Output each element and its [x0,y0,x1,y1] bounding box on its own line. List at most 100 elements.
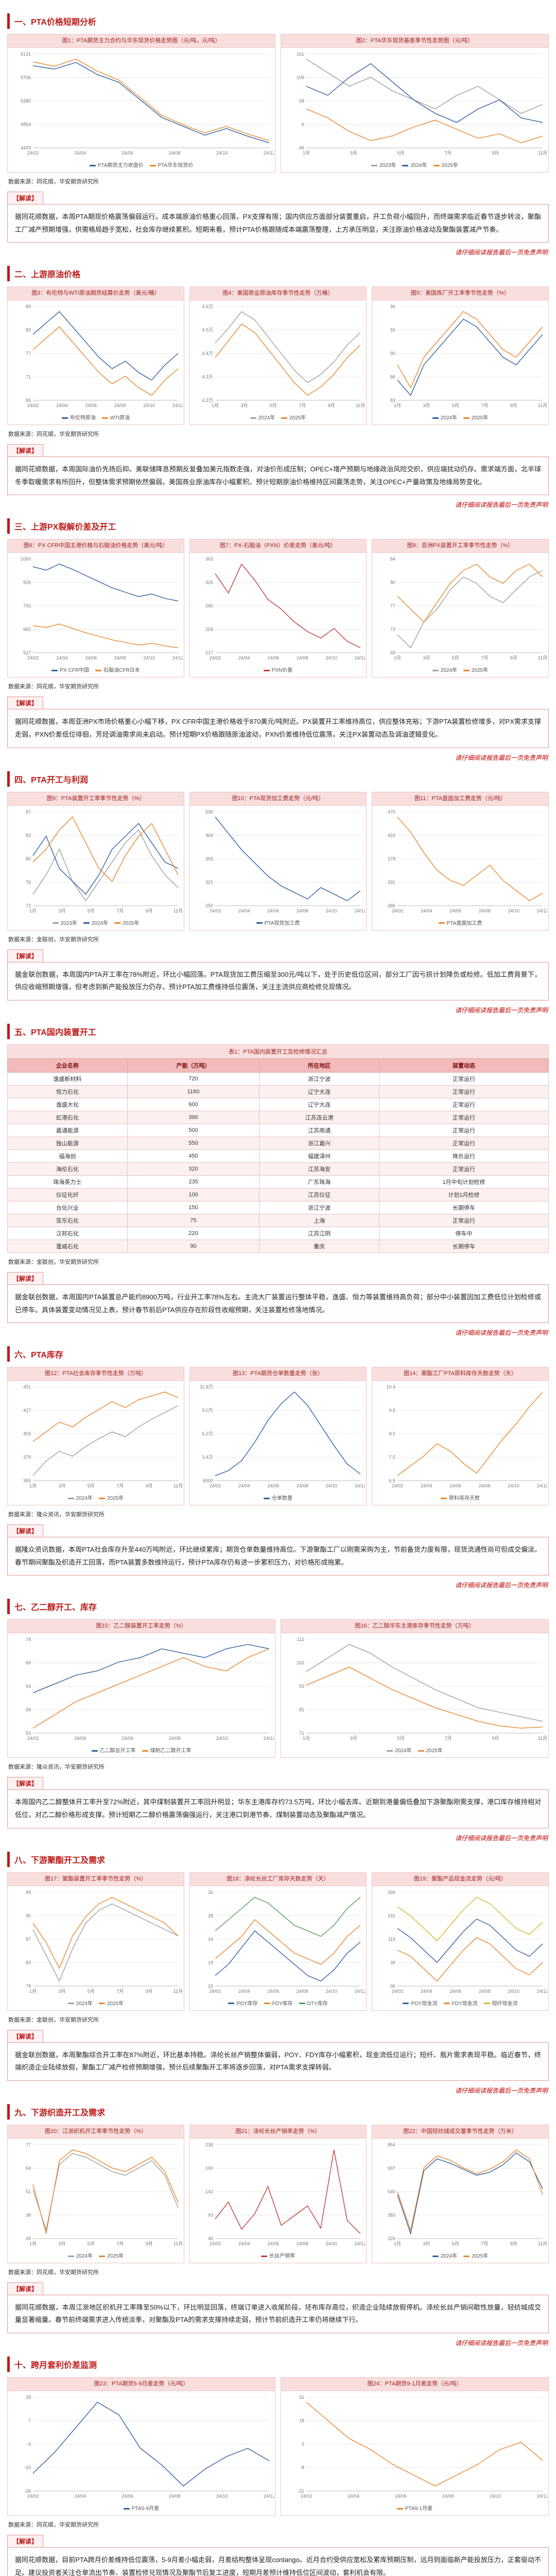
legend-item: POY库存 [228,1999,258,2007]
legend-item: 2024年 [83,919,108,926]
svg-text:24/08: 24/08 [114,403,126,408]
svg-text:266: 266 [388,1890,395,1895]
chart-title: 图22：中国轻纺城成交量季节性走势（万米） [372,2125,548,2139]
svg-text:24/02: 24/02 [301,2494,312,2499]
chart-legend: 2024年 2025年 [190,412,366,425]
chart-legend: 布伦特原油 WTI原油 [8,412,184,425]
reading-label: 【解读】 [7,949,44,962]
legend-label: PTA5-9月差 [131,2505,160,2512]
reading-label: 【解读】 [7,191,44,204]
svg-text:7.5: 7.5 [389,1455,395,1460]
legend-label: 仓单数量 [272,1496,292,1502]
svg-text:24/12: 24/12 [537,2494,547,2499]
table-cell: 正常运行 [379,1097,549,1111]
table-cell: 逸盛新材料 [7,1072,128,1086]
svg-text:-46: -46 [298,145,304,150]
disclaimer-note: 请仔细阅读报告最后一页免责声明 [455,2340,548,2347]
svg-text:18: 18 [299,2418,304,2423]
chart-legend: 2024年 2025年 [372,412,548,425]
legend-label: FDY现金流 [451,2001,478,2007]
svg-text:24/06: 24/06 [121,150,133,156]
svg-text:378: 378 [388,856,395,861]
chart-legend: 2024年 2025年 [372,2250,548,2263]
legend-swatch [443,2003,450,2005]
legend-swatch [114,922,121,924]
table-row: 蓬威石化 90 重庆 长期停车 [7,1239,549,1253]
legend-swatch [432,2255,439,2257]
svg-text:3月: 3月 [423,2241,430,2246]
legend-swatch [123,2507,130,2510]
svg-text:5月: 5月 [452,403,459,408]
section-title: 三、上游PX裂解价差及开工 [7,518,549,534]
data-source: 数据来源：金联创，华安期货研究所 [8,2016,99,2023]
section: 八、下游聚酯开工及需求 图17：聚酯装置开工率季节性走势（%） 94 90 87 83 79… [7,1851,549,2095]
chart-legend: PTA9-1月差 [281,2503,548,2515]
chart-title: 图7：PX-石脑油（PXN）价差走势（美元/吨） [190,539,366,553]
legend-item: 2025年 [418,1746,443,1754]
section-title: 十、跨月套利价差监测 [7,2357,549,2372]
svg-text:9.0万: 9.0万 [202,1408,213,1413]
legend-item: PTA华东现货价 [149,161,193,168]
table-row: 海伦石化 320 江苏海安 正常运行 [7,1162,549,1176]
chart-title: 图2：PTA华东现货基差季节性走势图（元/吨） [281,35,548,48]
chart-title: 图24：PTA期货9-1月差走势（元/吨） [281,2378,548,2391]
svg-text:31: 31 [299,2395,304,2400]
svg-text:64: 64 [26,2165,31,2171]
svg-text:470: 470 [388,809,395,815]
legend-label: PTA盘面加工费 [446,920,482,926]
legend-swatch [67,2003,74,2005]
legend-label: 2025年 [107,2253,124,2259]
chart-title: 图14：聚酯工厂PTA原料库存天数走势（天） [372,1367,548,1381]
svg-text:24/06: 24/06 [121,2494,133,2499]
svg-text:1月: 1月 [303,150,310,156]
svg-text:161: 161 [297,52,304,57]
legend-swatch [387,1750,393,1752]
legend-label: FDY库存 [272,2001,293,2007]
svg-text:190: 190 [205,2165,213,2171]
svg-text:424: 424 [388,833,395,838]
legend-swatch [299,2003,305,2005]
disclaimer-note: 请仔细阅读报告最后一页免责声明 [455,501,548,509]
svg-text:24/06: 24/06 [268,1989,280,1994]
legend-swatch [263,670,270,672]
legend-label: 2024年 [440,2253,457,2259]
svg-text:4854: 4854 [21,122,31,127]
table-cell: 浙江宁波 [259,1200,380,1214]
svg-text:24/02: 24/02 [27,1736,39,1741]
table-cell: 正常运行 [379,1110,549,1124]
legend-label: 长丝产销率 [269,2253,295,2259]
table-cell: 停车中 [379,1226,549,1240]
svg-text:24/08: 24/08 [442,2494,454,2499]
chart-title: 图17：聚酯装置开工率季节性走势（%） [8,1872,184,1886]
table-cell: 浙江嘉兴 [259,1136,380,1150]
table-cell: 恒力石化 [7,1084,128,1098]
svg-text:73: 73 [390,627,395,632]
svg-text:87: 87 [26,809,31,815]
chart-plot: 854 697 540 383 226 1月 3月 5月 7月 9月 11月 [372,2139,548,2250]
svg-text:10.4: 10.4 [386,1384,395,1389]
chart-figure: 图16：乙二醇华东主港库存季节性走势（万吨） 112 102 92 81 71 1月 3月 5月… [281,1619,549,1758]
legend-item: 2024年 [432,2251,457,2259]
svg-text:115: 115 [388,1937,395,1942]
svg-text:102: 102 [297,1660,304,1666]
reading-text: 据金联创数据，本周国内PTA装置总产能约8900万吨，行业开工率78%左右。主流… [7,1284,549,1324]
svg-text:6.2万: 6.2万 [202,1431,213,1436]
table-cell: 辽宁大连 [259,1097,380,1111]
svg-text:24/12: 24/12 [537,908,547,913]
chart-legend: PXN价差 [190,665,366,677]
table-cell: 220 [127,1226,260,1240]
svg-text:535: 535 [205,809,213,815]
chart-title: 图4：美国商业原油库存季节性走势（万桶） [190,287,366,301]
svg-text:3.4万: 3.4万 [202,1455,213,1460]
table-cell: 江苏连云港 [259,1110,380,1124]
chart-figure: 图11：PTA盘面加工费走势（元/吨） 470 424 378 331 285 24/02 2… [372,791,549,930]
legend-item: 2023年 [371,161,396,168]
svg-text:24/06: 24/06 [121,1736,133,1741]
svg-text:24/08: 24/08 [114,655,126,660]
svg-text:24/10: 24/10 [508,908,519,913]
svg-text:238: 238 [205,2142,213,2147]
svg-text:9月: 9月 [328,403,335,408]
